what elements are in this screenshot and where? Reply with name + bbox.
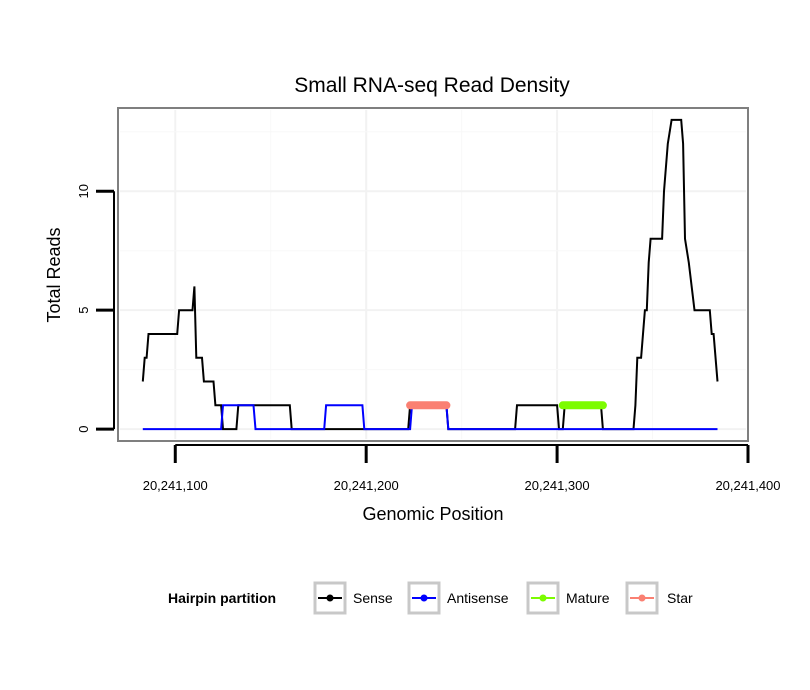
y-axis-title: Total Reads (44, 227, 64, 322)
legend-label-mature: Mature (566, 590, 610, 606)
x-tick-label: 20,241,200 (334, 478, 399, 493)
legend-label-antisense: Antisense (447, 590, 509, 606)
series-layer (141, 118, 719, 431)
plot-panel (117, 107, 749, 442)
x-tick-label: 20,241,300 (525, 478, 590, 493)
legend-key-dot (420, 594, 428, 602)
legend-label-sense: Sense (353, 590, 393, 606)
x-tick-label: 20,241,400 (715, 478, 780, 493)
y-tick-label: 10 (76, 184, 91, 198)
legend-key-dot (539, 594, 547, 602)
legend-label-star: Star (667, 590, 693, 606)
legend-title: Hairpin partition (168, 590, 276, 606)
legend: Hairpin partition Sense Antisense Mature St… (168, 581, 693, 615)
x-tick-label: 20,241,100 (143, 478, 208, 493)
y-tick-label: 0 (76, 425, 91, 432)
y-tick-label: 5 (76, 307, 91, 314)
legend-key-dot (326, 594, 334, 602)
axes: 20,241,100 20,241,200 20,241,300 20,241,400… (76, 184, 781, 493)
x-axis-title: Genomic Position (362, 504, 503, 524)
legend-key-dot (638, 594, 646, 602)
chart-title: Small RNA-seq Read Density (294, 74, 570, 97)
